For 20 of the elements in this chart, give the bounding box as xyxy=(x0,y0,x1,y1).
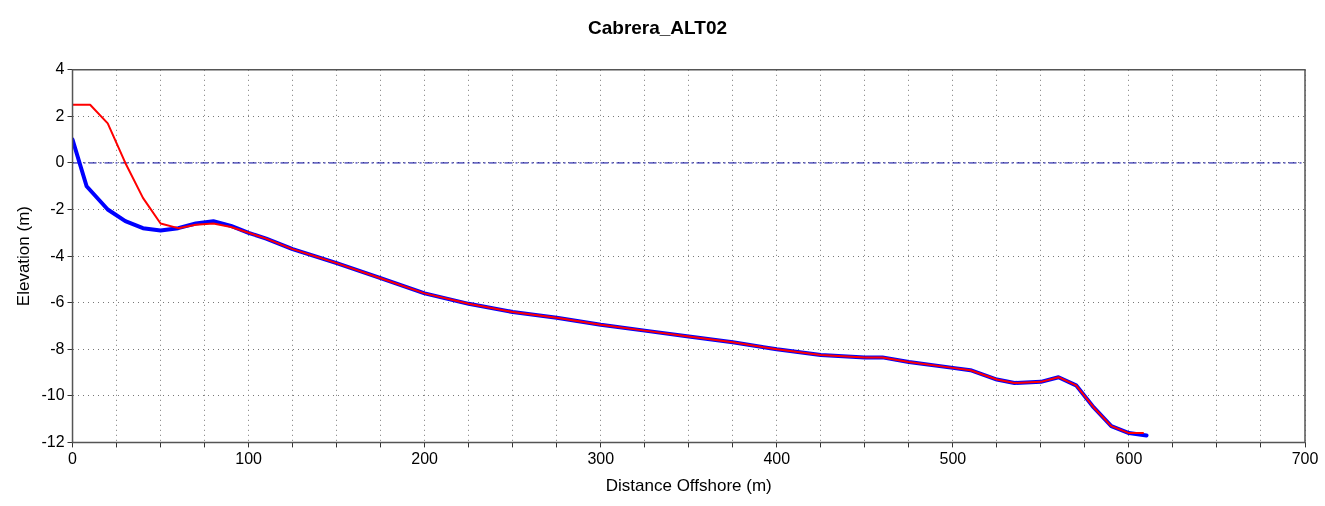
x-tick-label: 700 xyxy=(1291,450,1319,468)
x-tick-label: 600 xyxy=(1115,450,1143,468)
x-axis-title: Distance Offshore (m) xyxy=(605,476,772,496)
x-tick-label: 200 xyxy=(411,450,439,468)
y-axis-title: Elevation (m) xyxy=(13,206,33,307)
x-tick-label: 0 xyxy=(68,450,78,468)
y-tick-label: -12 xyxy=(41,432,65,450)
y-tick-label: -10 xyxy=(41,386,65,404)
y-tick-label: 0 xyxy=(55,153,65,171)
y-tick-label: 4 xyxy=(55,60,65,78)
y-tick-label: 2 xyxy=(55,106,65,124)
x-tick-label: 400 xyxy=(763,450,791,468)
y-tick-label: -8 xyxy=(50,339,65,357)
x-tick-label: 300 xyxy=(587,450,615,468)
y-tick-label: -4 xyxy=(50,246,65,264)
chart-title: Cabrera_ALT02 xyxy=(587,16,728,38)
x-tick-label: 100 xyxy=(235,450,263,468)
y-tick-label: -6 xyxy=(50,293,65,311)
y-tick-label: -2 xyxy=(50,199,65,217)
x-tick-label: 500 xyxy=(939,450,967,468)
